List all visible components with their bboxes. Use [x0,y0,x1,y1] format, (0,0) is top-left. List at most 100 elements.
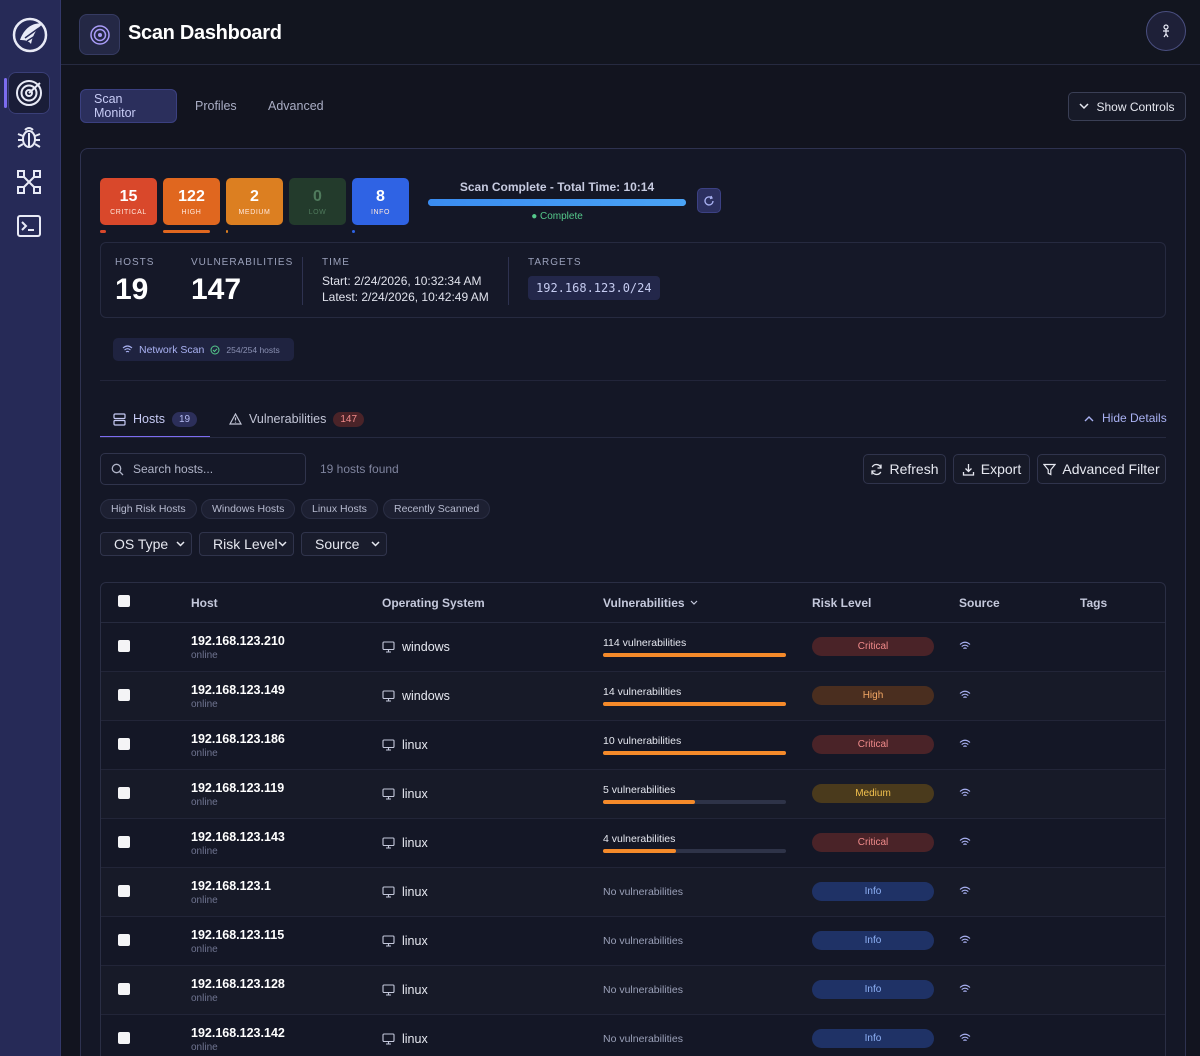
severity-medium-bar [226,230,228,233]
host-ip[interactable]: 192.168.123.128 [191,977,285,991]
targets-label: TARGETS [528,257,582,268]
vulnerability-count: No vulnerabilities [603,886,683,898]
table-row[interactable]: 192.168.123.1 online linux No vulnerabil… [101,868,1165,917]
vulnerability-count: No vulnerabilities [603,1033,683,1045]
risk-badge: Medium [812,784,934,803]
host-ip[interactable]: 192.168.123.115 [191,928,285,942]
row-checkbox[interactable] [118,934,130,946]
top-header: Scan Dashboard [61,0,1200,65]
source-value: Source [315,536,360,552]
row-checkbox[interactable] [118,787,130,799]
export-button[interactable]: Export [953,454,1030,484]
os-cell: windows [382,640,450,654]
risk-badge: High [812,686,934,705]
app-logo-icon[interactable] [11,14,49,54]
severity-medium[interactable]: 2 MEDIUM [226,178,283,225]
column-operating-system[interactable]: Operating System [382,596,485,610]
host-ip[interactable]: 192.168.123.1 [191,879,271,893]
sidebar-item-network[interactable] [8,161,50,203]
host-status: online [191,846,218,857]
host-ip[interactable]: 192.168.123.142 [191,1026,285,1040]
table-header: Host Operating System Vulnerabilities Ri… [101,583,1165,623]
row-checkbox[interactable] [118,885,130,897]
severity-label: INFO [370,208,391,216]
severity-critical[interactable]: 15 CRITICAL [100,178,157,225]
quick-filter-high-risk[interactable]: High Risk Hosts [100,499,197,519]
source-cell [959,933,971,948]
sidebar [0,0,61,1056]
table-row[interactable]: 192.168.123.210 online windows 114 vulne… [101,623,1165,672]
chevron-down-icon [371,541,380,547]
tab-scan-monitor[interactable]: Scan Monitor [80,89,177,123]
chevron-down-icon [278,541,287,547]
tab-advanced[interactable]: Advanced [268,99,324,113]
row-checkbox[interactable] [118,1032,130,1044]
os-type-select[interactable]: OS Type [100,532,192,556]
rescan-button[interactable] [697,188,721,213]
severity-low[interactable]: 0 LOW [289,178,346,225]
host-status: online [191,650,218,661]
table-row[interactable]: 192.168.123.143 online linux 4 vulnerabi… [101,819,1165,868]
tab-profiles[interactable]: Profiles [195,99,237,113]
tab-vulnerabilities[interactable]: Vulnerabilities 147 [229,408,365,430]
quick-filter-recent[interactable]: Recently Scanned [383,499,491,519]
table-row[interactable]: 192.168.123.128 online linux No vulnerab… [101,966,1165,1015]
column-tags[interactable]: Tags [1080,596,1108,610]
search-box[interactable] [100,453,306,485]
source-cell [959,737,971,752]
vulnerability-bar-fill [603,849,677,853]
host-ip[interactable]: 192.168.123.149 [191,683,285,697]
search-input[interactable] [133,462,293,476]
table-row[interactable]: 192.168.123.149 online windows 14 vulner… [101,672,1165,721]
host-ip[interactable]: 192.168.123.119 [191,781,285,795]
show-controls-button[interactable]: Show Controls [1068,92,1186,121]
advanced-filter-label: Advanced Filter [1062,461,1160,477]
row-checkbox[interactable] [118,983,130,995]
severity-label: MEDIUM [238,208,271,216]
severity-info[interactable]: 8 INFO [352,178,409,225]
advanced-filter-button[interactable]: Advanced Filter [1037,454,1166,484]
vulnerabilities-label: VULNERABILITIES [191,257,294,268]
table-row[interactable]: 192.168.123.186 online linux 10 vulnerab… [101,721,1165,770]
warning-icon [229,413,242,425]
user-avatar[interactable] [1146,11,1186,51]
host-ip[interactable]: 192.168.123.143 [191,830,285,844]
sidebar-item-vulnerabilities[interactable] [8,116,50,158]
row-checkbox[interactable] [118,738,130,750]
sidebar-item-terminal[interactable] [8,205,50,247]
server-icon [113,412,126,426]
source-select[interactable]: Source [301,532,387,556]
host-ip[interactable]: 192.168.123.186 [191,732,285,746]
row-checkbox[interactable] [118,640,130,652]
refresh-button[interactable]: Refresh [863,454,946,484]
os-name: windows [402,689,450,703]
tab-hosts[interactable]: Hosts 19 [113,408,198,430]
network-scan-chip[interactable]: Network Scan 254/254 hosts [113,338,294,361]
risk-level-select[interactable]: Risk Level [199,532,294,556]
column-risk-level[interactable]: Risk Level [812,596,872,610]
network-icon [17,170,41,194]
os-name: linux [402,983,428,997]
row-checkbox[interactable] [118,836,130,848]
sort-chevron-down-icon[interactable] [690,600,698,606]
column-source[interactable]: Source [959,596,1000,610]
row-checkbox[interactable] [118,689,130,701]
os-name: linux [402,738,428,752]
scan-status: Scan Complete - Total Time: 10:14 [459,180,655,194]
quick-filter-linux[interactable]: Linux Hosts [301,499,378,519]
column-host[interactable]: Host [191,596,218,610]
severity-high[interactable]: 122 HIGH [163,178,220,225]
host-ip[interactable]: 192.168.123.210 [191,634,285,648]
table-row[interactable]: 192.168.123.142 online linux No vulnerab… [101,1015,1165,1056]
table-row[interactable]: 192.168.123.115 online linux No vulnerab… [101,917,1165,966]
select-all-checkbox[interactable] [118,595,130,607]
column-vulnerabilities[interactable]: Vulnerabilities [603,596,685,610]
wifi-icon [959,984,971,993]
quick-filter-windows[interactable]: Windows Hosts [201,499,296,519]
source-cell [959,639,971,654]
table-row[interactable]: 192.168.123.119 online linux 5 vulnerabi… [101,770,1165,819]
hide-details-button[interactable]: Hide Details [1084,411,1167,425]
severity-label: CRITICAL [110,208,147,216]
network-scan-count: 254/254 hosts [226,344,280,355]
sidebar-item-scan[interactable] [4,72,50,114]
